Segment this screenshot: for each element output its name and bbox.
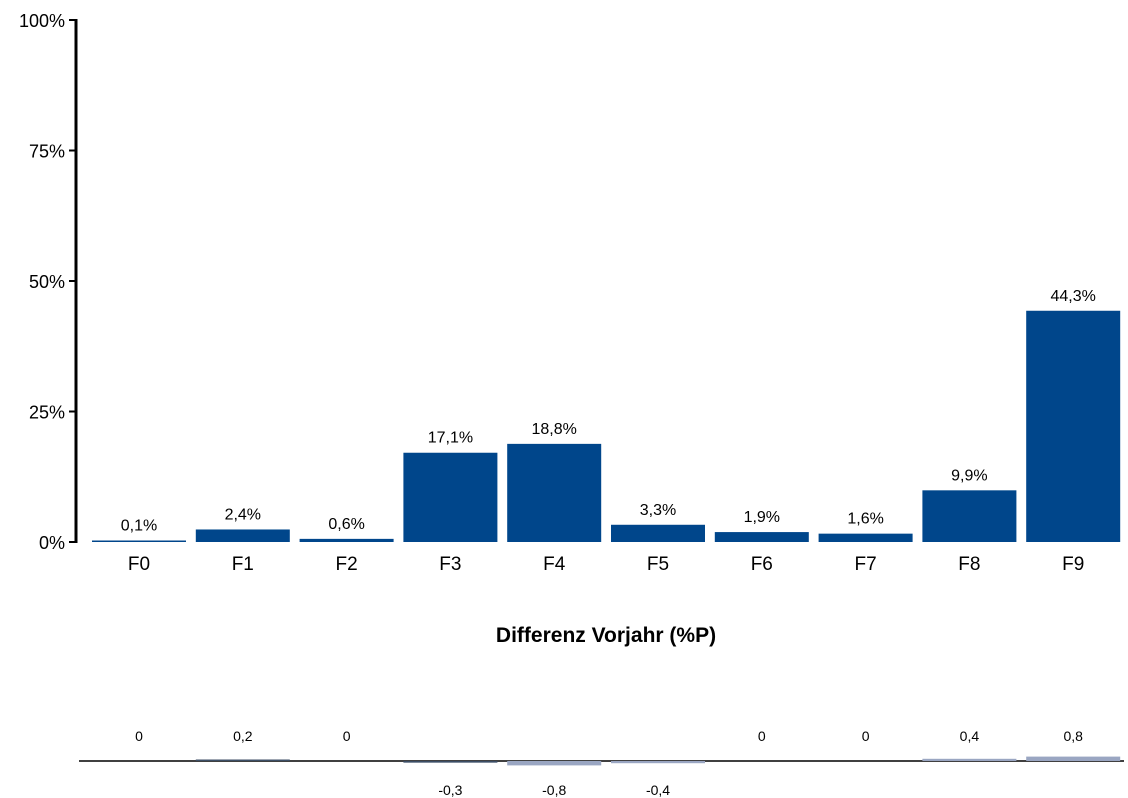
category-label: F2 xyxy=(336,554,358,575)
bar-F1 xyxy=(195,529,290,542)
difference-value-label: 0 xyxy=(343,728,351,744)
value-label: 1,6% xyxy=(847,511,883,528)
category-label: F0 xyxy=(128,554,150,575)
bar-F6 xyxy=(714,532,809,542)
value-label: 9,9% xyxy=(951,467,987,484)
bar-F8 xyxy=(922,490,1017,542)
difference-title: Differenz Vorjahr (%P) xyxy=(496,624,716,647)
value-label: 44,3% xyxy=(1051,288,1096,305)
y-tick-label: 0% xyxy=(39,533,65,553)
category-label: F7 xyxy=(855,554,877,575)
value-label: 18,8% xyxy=(532,421,577,438)
y-tick-label: 75% xyxy=(29,142,65,162)
category-label: F4 xyxy=(543,554,566,575)
difference-value-label: 0,4 xyxy=(960,728,980,744)
value-label: 17,1% xyxy=(428,430,473,447)
bar-F9 xyxy=(1026,310,1121,542)
category-label: F6 xyxy=(751,554,773,575)
difference-bar-F1 xyxy=(195,759,290,761)
bar-F2 xyxy=(299,538,394,542)
difference-value-label: 0,2 xyxy=(233,728,253,744)
difference-bar-F9 xyxy=(1026,756,1121,761)
difference-value-label: 0 xyxy=(862,728,870,744)
value-label: 2,4% xyxy=(225,506,261,523)
value-label: 1,9% xyxy=(744,509,780,526)
difference-value-label: 0 xyxy=(758,728,766,744)
difference-bar-F8 xyxy=(922,758,1017,761)
difference-value-label: 0 xyxy=(135,728,143,744)
category-label: F9 xyxy=(1062,554,1084,575)
category-label: F5 xyxy=(647,554,669,575)
difference-bar-F4 xyxy=(507,761,602,766)
difference-value-label: -0,4 xyxy=(646,782,670,798)
bar-F7 xyxy=(818,533,913,542)
value-label: 3,3% xyxy=(640,502,676,519)
category-label: F3 xyxy=(439,554,461,575)
category-label: F1 xyxy=(232,554,254,575)
y-tick-label: 25% xyxy=(29,403,65,423)
bar-F5 xyxy=(611,524,705,542)
y-tick-label: 100% xyxy=(19,11,65,31)
value-label: 0,6% xyxy=(328,516,364,533)
difference-bar-F3 xyxy=(403,761,498,763)
main-chart: 0% 25% 50% 75% 100% 0,1% F0 2,4% F1 0,6% F2 17,1% F3… xyxy=(19,11,1121,575)
bar-F0 xyxy=(92,540,186,542)
bar-F3 xyxy=(403,452,498,542)
difference-value-label: -0,3 xyxy=(438,782,462,798)
category-label: F8 xyxy=(958,554,980,575)
y-tick-label: 50% xyxy=(29,272,65,292)
difference-chart: 0 0,2 0 -0,3 -0,8 -0,4 0 0 0,4 0,8 xyxy=(79,728,1124,798)
difference-bar-F5 xyxy=(611,761,705,764)
value-label: 0,1% xyxy=(121,518,157,535)
bar-F4 xyxy=(507,443,602,542)
difference-value-label: -0,8 xyxy=(542,782,566,798)
difference-value-label: 0,8 xyxy=(1063,728,1083,744)
